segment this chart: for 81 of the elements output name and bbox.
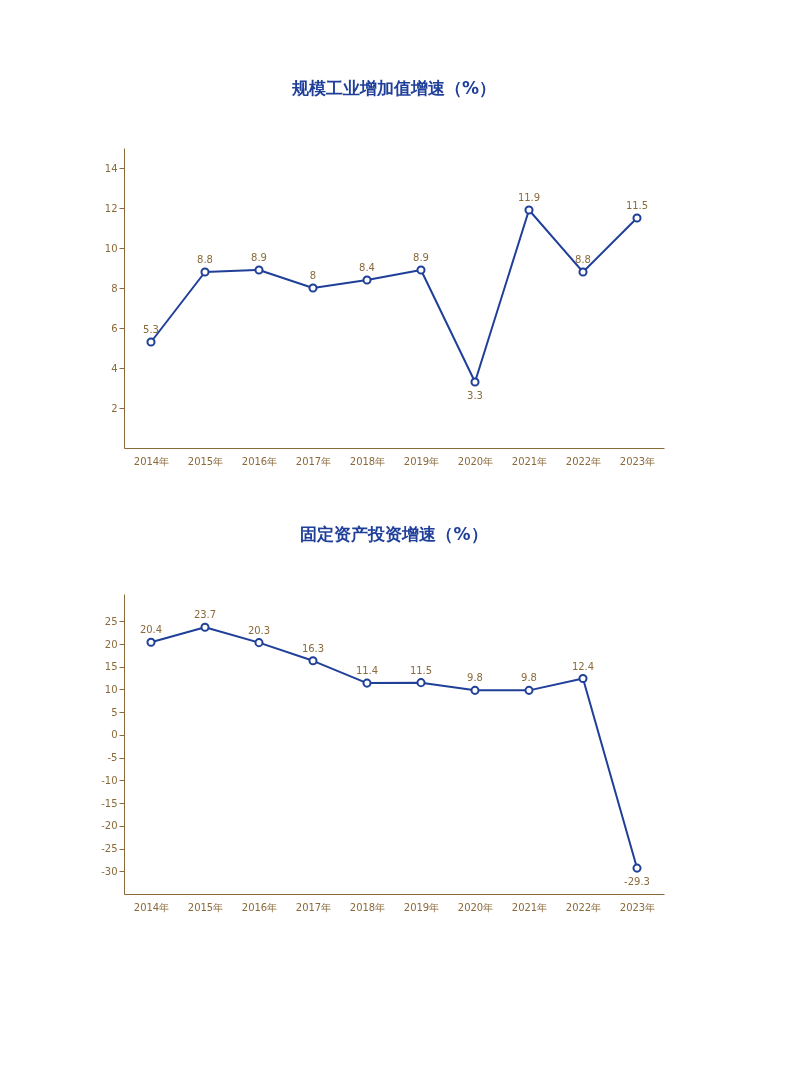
point bbox=[470, 377, 480, 387]
y-tick-label: -30 bbox=[101, 865, 118, 877]
y-tick-label: 10 bbox=[104, 683, 118, 695]
point bbox=[416, 265, 426, 275]
point bbox=[632, 213, 642, 223]
data-label: 8.9 bbox=[413, 252, 429, 263]
point bbox=[362, 678, 372, 688]
x-tick-label: 2023年 bbox=[619, 901, 656, 913]
data-label: 23.7 bbox=[193, 609, 217, 621]
point bbox=[308, 656, 318, 666]
data-label: 9.8 bbox=[521, 672, 537, 684]
data-label: 9.8 bbox=[467, 672, 483, 684]
x-tick-label: 2019年 bbox=[403, 901, 440, 913]
x-tick-label: 2017年 bbox=[295, 901, 332, 913]
y-tick-label: -10 bbox=[101, 774, 118, 786]
data-label: 11.4 bbox=[355, 665, 379, 677]
data-label: -29.3 bbox=[624, 876, 650, 888]
y-tick-label: 0 bbox=[111, 729, 118, 741]
data-label: 8.8 bbox=[575, 254, 591, 265]
x-tick-label: 2018年 bbox=[349, 901, 386, 913]
y-tick-label: -25 bbox=[101, 843, 118, 855]
data-label: 5.3 bbox=[143, 324, 159, 335]
chart-title: 固定资产投资增速（%） bbox=[300, 524, 488, 544]
x-tick-label: 2021年 bbox=[511, 901, 548, 913]
point bbox=[146, 337, 156, 347]
data-label: 11.5 bbox=[409, 664, 433, 676]
data-label: 20.4 bbox=[139, 624, 163, 636]
point bbox=[524, 685, 534, 695]
x-tick-label: 2015年 bbox=[187, 901, 224, 913]
point bbox=[578, 267, 588, 277]
y-tick-label: 20 bbox=[104, 638, 118, 650]
x-tick-label: 2016年 bbox=[241, 901, 278, 913]
x-tick-label: 2020年 bbox=[457, 901, 494, 913]
x-tick-label: 2021年 bbox=[511, 455, 548, 467]
x-tick-label: 2014年 bbox=[133, 901, 170, 913]
data-label: 20.3 bbox=[247, 624, 271, 636]
y-tick-label: 8 bbox=[111, 282, 118, 294]
x-tick-label: 2017年 bbox=[295, 455, 332, 467]
point bbox=[470, 685, 480, 695]
point bbox=[632, 863, 642, 873]
point bbox=[416, 678, 426, 688]
point bbox=[254, 638, 264, 648]
data-label: 16.3 bbox=[301, 642, 325, 654]
y-tick-label: 14 bbox=[104, 162, 118, 174]
point bbox=[578, 674, 588, 684]
point bbox=[254, 265, 264, 275]
data-label: 11.5 bbox=[625, 200, 649, 211]
y-tick-label: 6 bbox=[111, 322, 118, 334]
x-tick-label: 2019年 bbox=[403, 455, 440, 467]
data-label: 8.9 bbox=[251, 252, 267, 263]
point bbox=[146, 637, 156, 647]
x-tick-label: 2016年 bbox=[241, 455, 278, 467]
x-tick-label: 2020年 bbox=[457, 455, 494, 467]
chart-title: 规模工业增加值增速（%） bbox=[290, 78, 497, 98]
y-tick-label: 4 bbox=[111, 362, 118, 374]
y-tick-label: 10 bbox=[104, 242, 118, 254]
point bbox=[200, 622, 210, 632]
y-tick-label: 15 bbox=[104, 661, 118, 673]
y-tick-label: 2 bbox=[111, 402, 118, 414]
x-tick-label: 2022年 bbox=[565, 455, 602, 467]
y-tick-label: 12 bbox=[104, 202, 118, 214]
point bbox=[200, 267, 210, 277]
x-tick-label: 2018年 bbox=[349, 455, 386, 467]
y-tick-label: -5 bbox=[107, 752, 118, 764]
data-label: 11.9 bbox=[517, 192, 541, 203]
x-tick-label: 2015年 bbox=[187, 455, 224, 467]
point bbox=[362, 275, 372, 285]
data-label: 8.8 bbox=[197, 254, 213, 265]
x-tick-label: 2022年 bbox=[565, 901, 602, 913]
point bbox=[524, 205, 534, 215]
data-label: 12.4 bbox=[571, 660, 595, 672]
y-tick-label: 5 bbox=[111, 706, 118, 718]
y-tick-label: -20 bbox=[101, 820, 118, 832]
x-tick-label: 2014年 bbox=[133, 455, 170, 467]
data-label: 3.3 bbox=[467, 390, 483, 401]
x-tick-label: 2023年 bbox=[619, 455, 656, 467]
y-tick-label: -15 bbox=[101, 797, 118, 809]
data-label: 8.4 bbox=[359, 262, 375, 273]
y-tick-label: 25 bbox=[104, 615, 118, 627]
data-label: 8 bbox=[309, 270, 317, 281]
point bbox=[308, 283, 318, 293]
